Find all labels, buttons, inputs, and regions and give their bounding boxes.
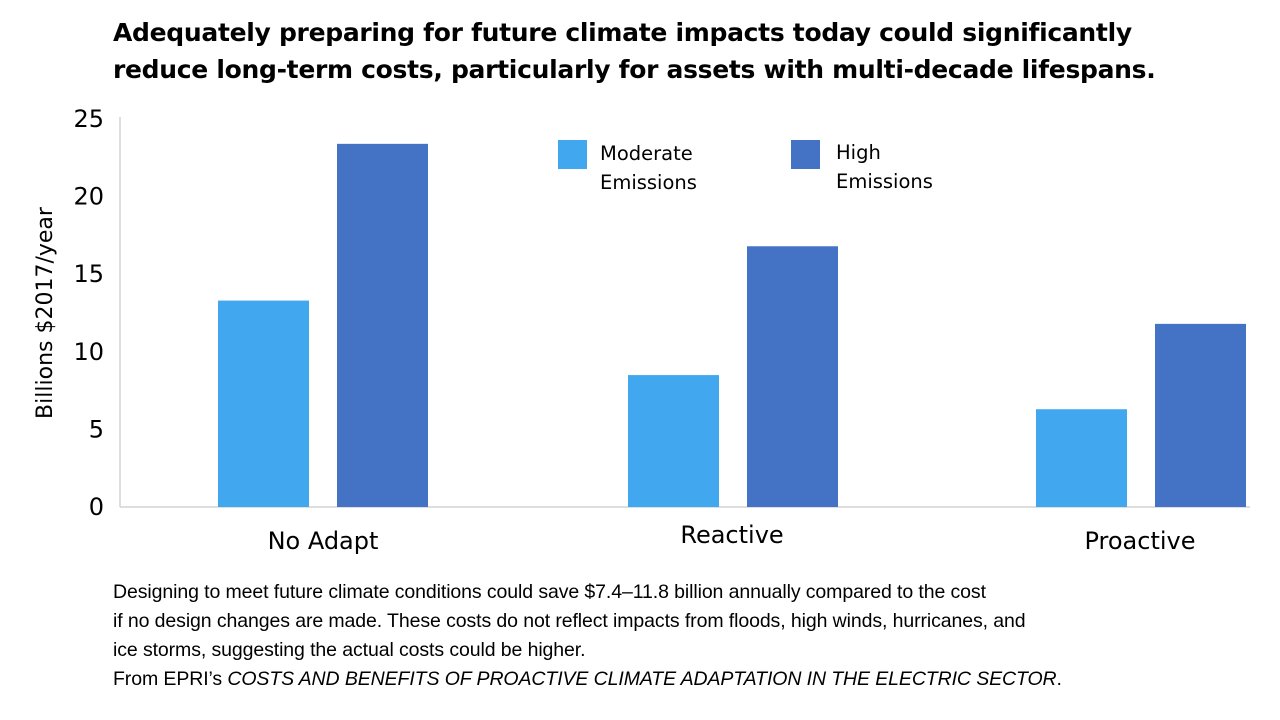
bar-proactive-moderate-emissions: Moderate Emissions: 6.3 <box>1036 409 1127 507</box>
bar-no-adapt-moderate-emissions: Moderate Emissions: 13.3 <box>218 300 309 507</box>
legend-label: Emissions <box>600 171 697 194</box>
y-tick-label: 0 <box>89 493 104 521</box>
chart-title: Adequately preparing for future climate … <box>113 14 1253 88</box>
x-category-label: No Adapt <box>268 527 379 555</box>
legend-label: Moderate <box>600 142 693 165</box>
legend-swatch <box>558 140 587 169</box>
chart-legend: Moderate Emissions High Emissions <box>558 140 933 194</box>
bar-reactive-high-emissions: High Emissions: 16.8 <box>747 246 838 507</box>
y-axis-label: Billions $2017/year <box>33 206 58 419</box>
bar-proactive-high-emissions: High Emissions: 11.8 <box>1155 323 1246 507</box>
y-tick-label: 15 <box>73 260 104 288</box>
chart-caption: Designing to meet future climate conditi… <box>113 578 1263 694</box>
caption-source-prefix: From EPRI’s <box>113 668 228 690</box>
y-tick-label: 5 <box>89 415 104 443</box>
bar-reactive-moderate-emissions: Moderate Emissions: 8.5 <box>628 375 719 507</box>
chart-title-line-2: reduce long-term costs, particularly for… <box>113 55 1156 84</box>
caption-source-title: COSTS AND BENEFITS OF PROACTIVE CLIMATE … <box>227 668 1057 690</box>
x-category-label: Proactive <box>1084 527 1195 555</box>
bar-no-adapt-high-emissions: High Emissions: 23.4 <box>337 143 428 507</box>
y-tick-label: 25 <box>73 105 104 133</box>
caption-line-2: if no design changes are made. These cos… <box>113 610 1026 632</box>
caption-source-suffix: . <box>1056 668 1062 690</box>
chart-axes: 0 5 10 15 20 25 Billions $2017/year No Adapt Rea… <box>33 105 1250 555</box>
chart-title-line-1: Adequately preparing for future climate … <box>113 18 1132 47</box>
chart-bars: Moderate Emissions: 13.3 High Emissions: … <box>218 143 1246 507</box>
caption-source: From EPRI’s COSTS AND BENEFITS OF PROACT… <box>113 665 1263 694</box>
y-tick-label: 10 <box>73 338 104 366</box>
x-category-label: Reactive <box>680 521 783 549</box>
legend-label: High <box>836 141 881 164</box>
caption-line-3: ice storms, suggesting the actual costs … <box>113 639 586 661</box>
legend-swatch <box>791 140 820 169</box>
caption-line-1: Designing to meet future climate conditi… <box>113 581 986 603</box>
legend-label: Emissions <box>836 170 933 193</box>
y-tick-label: 20 <box>73 183 104 211</box>
